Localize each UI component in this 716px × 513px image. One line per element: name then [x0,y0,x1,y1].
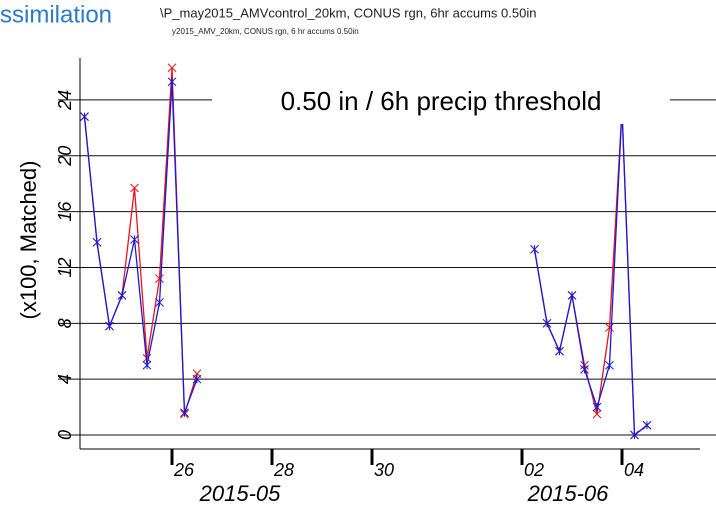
point-marker [580,365,589,374]
point-marker [167,77,177,87]
section-title: ssimilation [0,1,112,28]
annotation: 0.50 in / 6h precip threshold [281,86,602,116]
x-tick-label: 04 [624,460,644,480]
point-marker [130,235,139,244]
series-line [83,81,198,413]
y-tick-label: 4 [55,374,75,384]
point-marker [605,360,614,370]
point-marker [167,63,177,73]
point-marker [592,409,602,419]
point-marker [605,323,614,332]
point-marker [642,420,652,430]
point-marker [155,298,164,307]
point-marker [142,360,152,370]
month-label: 2015-06 [527,481,610,506]
y-tick-label: 8 [55,318,75,328]
chart-subtitle: y2015_AMV_20km, CONUS rgn, 6 hr accums 0… [172,27,359,36]
x-tick-label: 28 [273,460,294,480]
y-tick-label: 16 [55,201,75,222]
y-tick-label: 0 [55,430,75,440]
point-marker [80,112,89,122]
point-marker [580,360,589,370]
month-label: 2015-05 [199,481,282,506]
point-marker [130,183,139,193]
x-tick-label: 30 [374,460,394,480]
series-line [533,109,648,437]
y-axis-label: (x100, Matched) [16,161,41,320]
x-tick-label: 26 [173,460,195,480]
y-tick-label: 24 [55,90,75,111]
point-marker [567,291,577,300]
series-line [83,67,198,415]
y-tick-label: 12 [55,257,75,277]
x-tick-label: 02 [524,460,544,480]
point-marker [155,274,164,283]
point-marker [630,430,639,440]
point-marker [555,346,564,356]
annotation-box [212,80,670,124]
point-marker [192,374,202,384]
point-marker [92,237,102,247]
point-marker [530,244,539,254]
point-marker [142,353,152,363]
point-marker [592,402,602,412]
point-marker [180,408,189,418]
point-marker [117,291,127,300]
point-marker [542,318,552,328]
point-marker [105,321,114,331]
y-tick-label: 20 [55,146,75,167]
chart-title: \P_may2015_AMVcontrol_20km, CONUS rgn, 6… [160,5,536,20]
